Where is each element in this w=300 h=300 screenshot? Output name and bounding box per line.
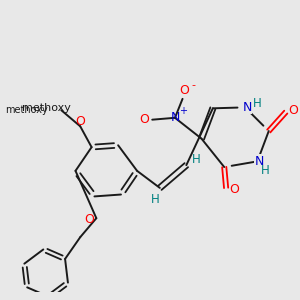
Text: methoxy: methoxy <box>22 103 70 113</box>
Text: H: H <box>261 164 269 177</box>
Text: H: H <box>253 97 262 110</box>
Text: +: + <box>179 106 188 116</box>
Text: O: O <box>84 213 94 226</box>
Text: O: O <box>229 183 238 196</box>
Text: O: O <box>75 115 85 128</box>
Text: H: H <box>151 193 159 206</box>
Text: N: N <box>255 155 264 168</box>
Text: methoxy: methoxy <box>5 105 48 115</box>
Text: O: O <box>179 84 189 97</box>
Text: -: - <box>192 81 196 91</box>
Text: O: O <box>140 113 150 126</box>
Text: H: H <box>192 153 201 166</box>
Text: O: O <box>288 104 298 117</box>
Text: N: N <box>242 101 252 114</box>
Text: N: N <box>170 111 180 124</box>
